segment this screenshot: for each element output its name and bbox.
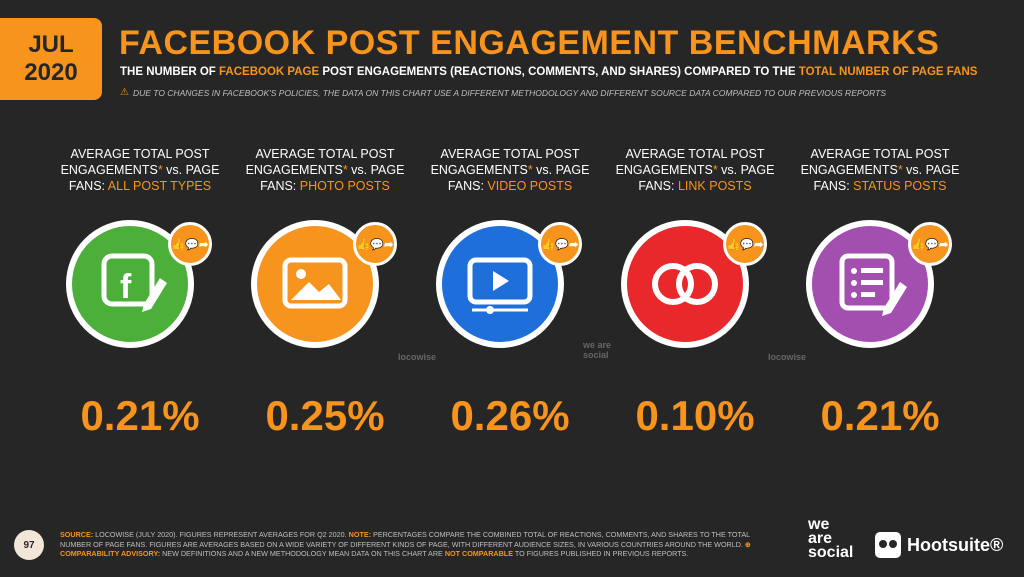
label-line3: FANS: <box>638 179 678 193</box>
hootsuite-wordmark: Hootsuite® <box>907 534 1004 555</box>
column-label: AVERAGE TOTAL POST ENGAGEMENTS* vs. PAGE… <box>420 146 600 198</box>
column-video-posts: AVERAGE TOTAL POST ENGAGEMENTS* vs. PAGE… <box>420 146 600 198</box>
label-line2: ENGAGEMENTS <box>430 163 528 177</box>
warning-icon: ⚠ <box>120 87 129 98</box>
asterisk: * <box>712 163 718 177</box>
footer-notes: SOURCE: LOCOWISE (JULY 2020). FIGURES RE… <box>60 530 780 559</box>
engagement-badge-icon: 👍💬➦ <box>353 222 397 266</box>
advisory-highlight: NOT COMPARABLE <box>444 549 513 559</box>
column-photo-posts: AVERAGE TOTAL POST ENGAGEMENTS* vs. PAGE… <box>235 146 415 198</box>
label-line2b: vs. PAGE <box>162 163 220 177</box>
label-line2b: vs. PAGE <box>902 163 960 177</box>
logo-are: are <box>808 530 833 547</box>
label-line3: FANS: <box>813 179 854 193</box>
label-line2: ENGAGEMENTS <box>615 163 713 177</box>
wearesocial-watermark: we are social <box>583 340 612 360</box>
value-status-posts: 0.21% <box>820 392 940 439</box>
subtitle-highlight-2: TOTAL NUMBER OF PAGE FANS <box>798 66 978 78</box>
advisory-text: NEW DEFINITIONS AND A NEW METHODOLOGY ME… <box>160 549 445 559</box>
source-text: LOCOWISE (JULY 2020). FIGURES REPRESENT … <box>93 530 349 539</box>
post-type-label: ALL POST TYPES <box>107 179 212 193</box>
post-type-label: PHOTO POSTS <box>299 179 390 193</box>
label-line1: AVERAGE TOTAL POST <box>70 147 210 161</box>
label-line2b: vs. PAGE <box>347 163 405 177</box>
label-line2b: vs. PAGE <box>532 163 590 177</box>
page-subtitle: THE NUMBER OF FACEBOOK PAGE POST ENGAGEM… <box>120 66 977 78</box>
date-month: JUL <box>28 31 74 58</box>
value-video-posts: 0.26% <box>450 392 570 439</box>
asterisk: * <box>342 163 348 177</box>
photo-glyph <box>282 257 348 309</box>
notice-text: DUE TO CHANGES IN FACEBOOK'S POLICIES, T… <box>132 87 886 98</box>
asterisk: * <box>157 163 163 177</box>
asterisk: * <box>527 163 533 177</box>
logo-social: social <box>808 544 854 561</box>
column-all-posts: AVERAGE TOTAL POST ENGAGEMENTS* vs. PAGE… <box>50 146 230 198</box>
we-are-social-logo: we are social <box>808 516 854 561</box>
column-label: AVERAGE TOTAL POST ENGAGEMENTS* vs. PAGE… <box>50 146 230 198</box>
column-label: AVERAGE TOTAL POST ENGAGEMENTS* vs. PAGE… <box>605 146 785 198</box>
label-line2: ENGAGEMENTS <box>60 163 158 177</box>
hootsuite-logo: Hootsuite® <box>875 532 1003 558</box>
engagement-badge-icon: 👍💬➦ <box>538 222 582 266</box>
label-line1: AVERAGE TOTAL POST <box>255 147 395 161</box>
subtitle-text-1: THE NUMBER OF <box>120 66 220 78</box>
engagement-badge-icon: 👍💬➦ <box>168 222 212 266</box>
note-label: NOTE: <box>348 530 372 539</box>
label-line1: AVERAGE TOTAL POST <box>625 147 765 161</box>
engagement-badge-icon: 👍💬➦ <box>723 222 767 266</box>
column-status-posts: AVERAGE TOTAL POST ENGAGEMENTS* vs. PAGE… <box>790 146 970 198</box>
methodology-notice: ⚠ DUE TO CHANGES IN FACEBOOK'S POLICIES,… <box>120 87 886 98</box>
advisory-label: ⊕ COMPARABILITY ADVISORY: <box>60 539 751 559</box>
subtitle-highlight-1: FACEBOOK PAGE <box>219 66 320 78</box>
label-line1: AVERAGE TOTAL POST <box>440 147 580 161</box>
video-glyph <box>467 257 533 314</box>
value-link-posts: 0.10% <box>635 392 755 439</box>
status-edit-glyph <box>839 253 907 316</box>
column-label: AVERAGE TOTAL POST ENGAGEMENTS* vs. PAGE… <box>790 146 970 198</box>
page-number: 97 <box>14 530 44 560</box>
label-line2b: vs. PAGE <box>717 163 775 177</box>
label-line3: FANS: <box>68 179 108 193</box>
label-line2: ENGAGEMENTS <box>800 163 898 177</box>
note-text: PERCENTAGES COMPARE THE COMBINED TOTAL O… <box>60 530 750 549</box>
link-glyph <box>652 263 718 305</box>
engagement-badge-icon: 👍💬➦ <box>908 222 952 266</box>
date-badge: JUL 2020 <box>0 18 102 100</box>
source-label: SOURCE: <box>60 530 94 539</box>
subtitle-text-2: POST ENGAGEMENTS (REACTIONS, COMMENTS, A… <box>319 66 799 78</box>
column-link-posts: AVERAGE TOTAL POST ENGAGEMENTS* vs. PAGE… <box>605 146 785 198</box>
owl-icon <box>875 532 901 558</box>
video-icon <box>436 220 564 348</box>
value-photo-posts: 0.25% <box>265 392 385 439</box>
page-title: FACEBOOK POST ENGAGEMENT BENCHMARKS <box>119 24 940 62</box>
column-label: AVERAGE TOTAL POST ENGAGEMENTS* vs. PAGE… <box>235 146 415 198</box>
label-line3: FANS: <box>447 179 488 193</box>
facebook-edit-glyph: f <box>101 253 167 312</box>
logo-we: we <box>808 516 830 533</box>
value-all-posts: 0.21% <box>80 392 200 439</box>
asterisk: * <box>897 163 903 177</box>
post-type-label: VIDEO POSTS <box>487 179 573 193</box>
svg-text:f: f <box>120 268 132 306</box>
post-type-label: STATUS POSTS <box>853 179 947 193</box>
post-type-label: LINK POSTS <box>677 179 752 193</box>
date-year: 2020 <box>24 59 78 86</box>
label-line2: ENGAGEMENTS <box>245 163 343 177</box>
locowise-watermark: locowise <box>398 352 437 362</box>
label-line1: AVERAGE TOTAL POST <box>810 147 950 161</box>
label-line3: FANS: <box>260 179 300 193</box>
locowise-watermark-2: locowise <box>768 352 807 362</box>
advisory-end: TO FIGURES PUBLISHED IN PREVIOUS REPORTS… <box>513 549 689 559</box>
